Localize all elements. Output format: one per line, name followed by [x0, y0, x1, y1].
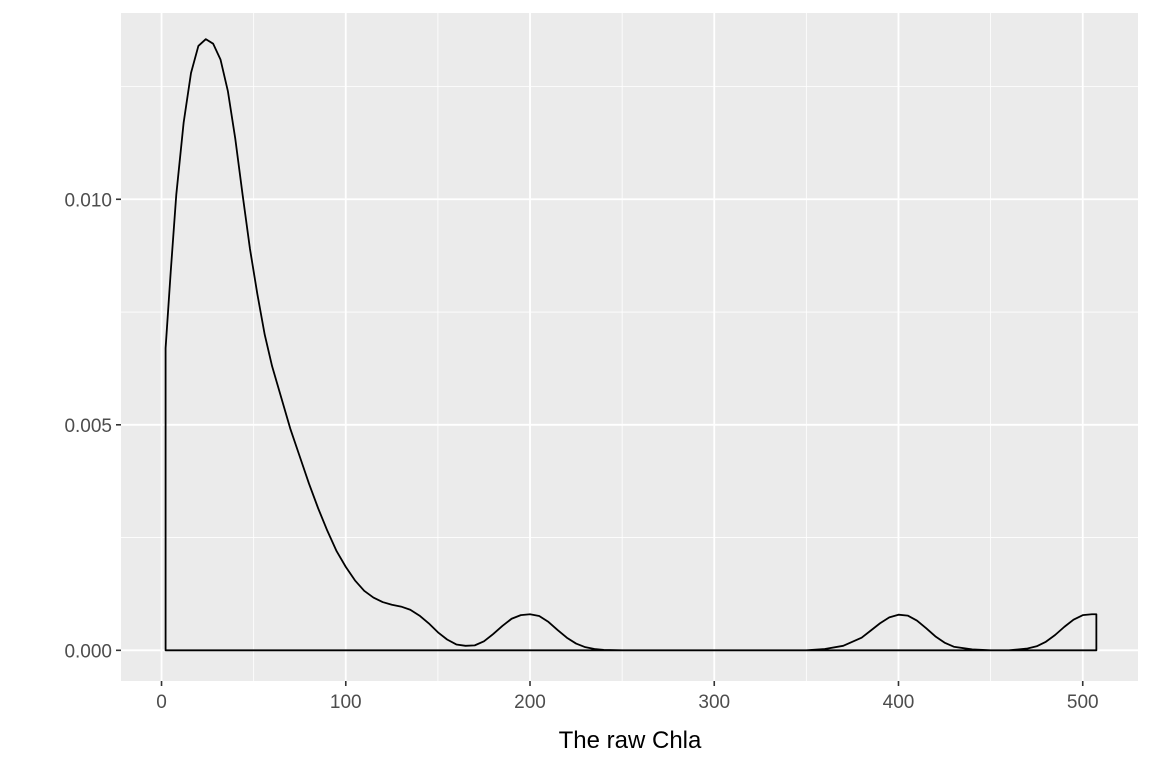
x-axis: 0 100 200 300 400 500	[156, 681, 1099, 713]
y-tick-label: 0.000	[64, 641, 112, 662]
x-tick-label: 400	[883, 692, 915, 713]
x-tick-label: 200	[514, 692, 546, 713]
x-tick-label: 500	[1067, 692, 1099, 713]
y-tick-label: 0.005	[64, 416, 112, 437]
plot-panel	[121, 13, 1138, 681]
x-axis-title: The raw Chla	[559, 727, 702, 754]
y-tick-label: 0.010	[64, 190, 112, 211]
x-tick-label: 300	[698, 692, 730, 713]
series-layer	[164, 38, 1098, 652]
y-axis: 0.000 0.005 0.010	[64, 190, 121, 662]
x-tick-label: 100	[330, 692, 362, 713]
density-curve	[164, 38, 1098, 652]
minor-gridlines	[121, 13, 1138, 681]
x-tick-label: 0	[156, 692, 167, 713]
